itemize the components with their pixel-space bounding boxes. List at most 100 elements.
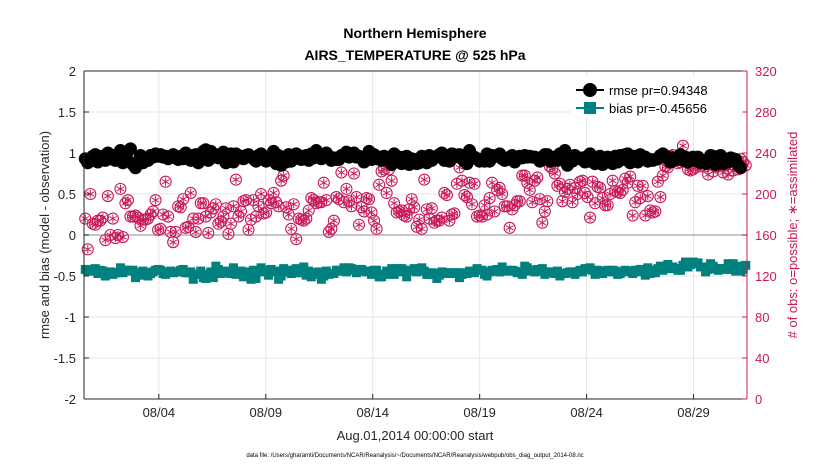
obs-assimilated-marker (184, 224, 193, 230)
obs-assimilated-marker (450, 210, 459, 217)
bias-point (113, 268, 123, 278)
obs-assimilated-marker (237, 208, 245, 214)
obs-assimilated-marker (387, 178, 396, 184)
obs-assimilated-marker (227, 221, 235, 227)
obs-possible-marker (496, 187, 509, 201)
obs-possible-marker (528, 174, 541, 187)
x-tick-label: 08/09 (250, 405, 283, 420)
bias-point (226, 269, 236, 279)
obs-count-point (583, 211, 597, 224)
obs-possible-marker (548, 167, 561, 180)
bias-point (728, 259, 738, 269)
obs-count-point (219, 202, 232, 215)
bias-point (238, 272, 248, 282)
right-y-tick-label: 240 (755, 146, 777, 161)
obs-assimilated-marker (427, 205, 436, 211)
obs-possible-marker (440, 188, 453, 202)
obs-possible-marker (583, 211, 597, 224)
x-tick-label: 08/14 (356, 405, 389, 420)
obs-possible-marker (322, 225, 335, 238)
obs-assimilated-marker (658, 173, 667, 179)
obs-count-point (649, 205, 662, 218)
obs-count-point (345, 200, 358, 213)
obs-assimilated-marker (631, 199, 640, 205)
obs-possible-marker (488, 205, 501, 218)
left-y-tick-label: -2 (64, 392, 76, 407)
obs-count-point (533, 193, 546, 206)
obs-assimilated-marker (81, 216, 90, 222)
obs-count-point (177, 193, 190, 206)
obs-possible-marker (531, 171, 544, 184)
obs-count-point (282, 208, 295, 221)
obs-count-point (488, 205, 501, 218)
legend-bias-marker (584, 102, 596, 114)
obs-count-point (493, 181, 506, 194)
obs-count-point (197, 197, 210, 210)
bias-point (276, 271, 286, 281)
obs-possible-marker (340, 182, 353, 195)
obs-possible-marker (433, 214, 446, 227)
obs-possible-marker (197, 197, 210, 210)
obs-possible-marker (649, 205, 662, 218)
legend-box (571, 76, 743, 118)
obs-assimilated-marker (119, 234, 127, 240)
obs-count-point (106, 212, 119, 225)
obs-possible-marker (317, 176, 330, 189)
obs-possible-marker (448, 207, 461, 220)
obs-count-point (465, 198, 479, 211)
obs-possible-marker (202, 226, 215, 239)
obs-count-point (121, 194, 134, 207)
obs-possible-marker (425, 202, 438, 215)
obs-possible-marker (413, 213, 426, 226)
obs-assimilated-marker (103, 193, 112, 199)
obs-possible-marker (327, 214, 340, 227)
obs-possible-marker (455, 174, 469, 187)
left-y-tick-label: -0.5 (54, 269, 76, 284)
obs-possible-marker (513, 195, 526, 208)
bias-point (726, 264, 736, 274)
obs-count-point (413, 213, 426, 226)
obs-count-point (425, 202, 438, 215)
bias-point (402, 272, 412, 282)
obs-assimilated-marker (515, 198, 524, 204)
obs-possible-marker (121, 194, 134, 207)
x-axis-label: Aug.01,2014 00:00:00 start (337, 428, 494, 443)
obs-assimilated-marker (535, 196, 544, 202)
obs-assimilated-marker (591, 200, 599, 206)
obs-assimilated-marker (618, 187, 627, 193)
obs-possible-marker (81, 243, 94, 256)
obs-assimilated-marker (603, 202, 612, 208)
obs-assimilated-marker (651, 208, 660, 214)
obs-count-point (255, 187, 268, 201)
data-file-footnote: data file: /Users/gharamti/Documents/NCA… (246, 453, 583, 459)
obs-count-point (116, 231, 129, 244)
obs-assimilated-marker (151, 197, 160, 203)
obs-count-point (468, 177, 481, 190)
obs-count-point (340, 182, 353, 195)
obs-possible-marker (536, 216, 549, 229)
obs-assimilated-marker (289, 201, 298, 207)
obs-assimilated-marker (558, 198, 567, 204)
obs-possible-marker (159, 175, 172, 188)
obs-count-point (626, 209, 639, 222)
bias-point (314, 267, 324, 277)
obs-assimilated-marker (608, 178, 617, 184)
obs-possible-marker (239, 194, 253, 207)
obs-possible-marker (408, 201, 421, 214)
left-y-tick-label: -1 (64, 310, 76, 325)
obs-possible-marker (285, 222, 298, 235)
bias-point (723, 259, 733, 269)
obs-count-point (576, 174, 589, 187)
obs-possible-marker (634, 192, 647, 205)
obs-possible-marker (229, 173, 242, 186)
bias-point (271, 266, 281, 276)
obs-possible-marker (370, 222, 383, 235)
obs-assimilated-marker (568, 199, 577, 205)
obs-assimilated-marker (505, 225, 514, 231)
bias-point (90, 264, 100, 274)
obs-possible-marker (335, 166, 348, 179)
x-tick-label: 08/04 (143, 405, 176, 420)
obs-count-point (415, 222, 428, 235)
obs-count-point (624, 170, 637, 183)
obs-assimilated-marker (322, 197, 331, 203)
